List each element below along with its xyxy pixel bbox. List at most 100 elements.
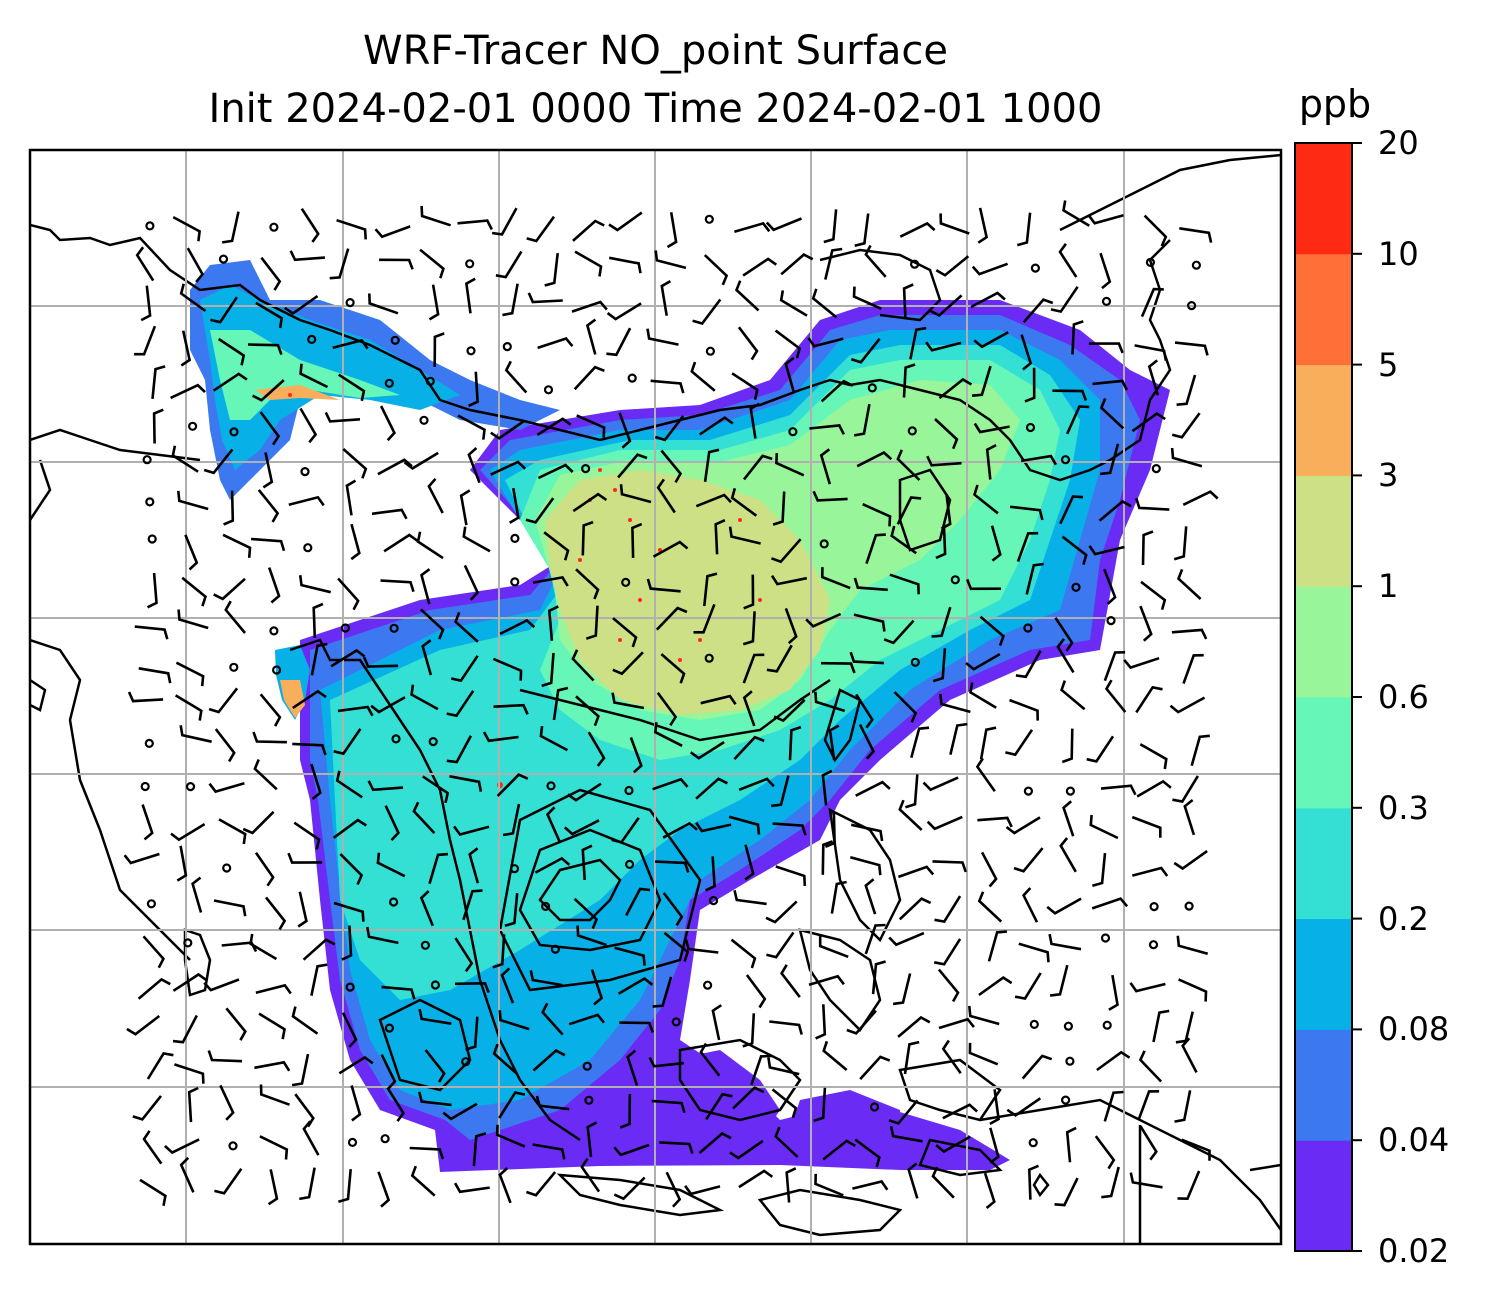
map-frame	[28, 148, 1283, 1246]
wind-barb	[134, 325, 157, 356]
wind-barb	[1092, 379, 1129, 391]
calm-wind-circle	[704, 214, 714, 224]
wind-barb	[502, 803, 521, 837]
wind-barb	[611, 692, 645, 710]
wind-barb	[1091, 897, 1129, 910]
calm-wind-circle	[546, 781, 556, 791]
wind-barb	[1054, 1177, 1079, 1207]
calm-wind-circle	[228, 1141, 238, 1151]
wind-barb	[934, 418, 959, 450]
wind-barb	[208, 781, 245, 794]
calm-wind-circle	[390, 335, 400, 345]
wind-barb	[175, 661, 205, 687]
wind-barb	[973, 422, 1010, 434]
wind-barb	[896, 496, 922, 525]
wind-barb	[1066, 405, 1090, 435]
wind-barb	[1176, 374, 1197, 406]
wind-barb	[552, 686, 569, 721]
wind-barb	[780, 964, 801, 998]
wind-barb	[850, 337, 881, 364]
wind-barb	[854, 1138, 881, 1168]
wind-barb	[1103, 1090, 1124, 1122]
wind-barb	[377, 1171, 391, 1208]
wind-barb	[614, 946, 646, 966]
wind-barb	[567, 782, 602, 802]
wind-barb	[618, 412, 632, 449]
wind-barb	[972, 484, 999, 515]
wind-barb	[187, 1086, 199, 1123]
wind-barb	[1087, 213, 1124, 225]
wind-barb	[573, 365, 605, 391]
wind-barb	[977, 816, 1013, 828]
wind-barb	[210, 296, 238, 324]
calm-wind-circle	[702, 980, 713, 990]
wind-barb	[646, 328, 679, 346]
wind-barb	[1139, 605, 1153, 642]
wind-barb	[770, 574, 808, 586]
wind-barb	[223, 490, 235, 526]
wind-barb	[500, 967, 515, 1004]
wind-barb	[695, 493, 732, 508]
wind-barb	[903, 1040, 920, 1075]
wind-barb	[504, 892, 519, 928]
wind-barb	[745, 974, 767, 1009]
calm-wind-circle	[1100, 933, 1111, 943]
wind-barb	[652, 777, 689, 791]
wind-barb	[935, 1135, 971, 1154]
wind-barb	[293, 821, 321, 850]
calm-wind-circle	[140, 781, 150, 792]
calm-wind-circle	[704, 653, 714, 663]
wind-barb	[990, 525, 1002, 562]
calm-wind-circle	[1148, 940, 1159, 950]
wind-barb	[711, 1004, 723, 1041]
wind-barb	[859, 1055, 891, 1080]
wind-barb	[780, 253, 814, 276]
wind-barb	[728, 526, 761, 545]
wind-barb	[1094, 1135, 1116, 1170]
wind-barb	[742, 690, 756, 727]
wind-barb	[1018, 942, 1050, 963]
calm-wind-circle	[183, 938, 193, 948]
wind-barb	[139, 1178, 167, 1206]
wind-barb	[526, 215, 556, 243]
map-title-line2: Init 2024-02-01 0000 Time 2024-02-01 100…	[208, 86, 1103, 132]
wind-barb	[849, 651, 884, 665]
calm-wind-circle	[229, 662, 239, 672]
wind-barb	[862, 503, 892, 527]
wind-barb	[890, 525, 917, 555]
wind-barb	[289, 250, 325, 262]
wind-barb	[251, 537, 286, 552]
calm-wind-circle	[1065, 786, 1076, 796]
wind-barb	[310, 642, 328, 676]
wind-barb	[1005, 729, 1034, 757]
wind-barb	[666, 212, 678, 249]
wind-barb	[704, 856, 716, 892]
wind-barb	[291, 1006, 319, 1035]
wind-barb	[897, 865, 935, 879]
wind-barb	[1137, 1090, 1160, 1121]
wind-barb	[613, 1143, 650, 1157]
wind-barb	[941, 1039, 962, 1075]
calm-wind-circle	[867, 383, 877, 393]
wind-barb	[376, 852, 406, 878]
wind-barb	[619, 484, 652, 504]
wind-barb	[146, 1051, 174, 1080]
wind-barb	[366, 926, 399, 945]
wind-barb	[442, 1102, 478, 1121]
wind-barb	[537, 463, 574, 480]
colorbar-tick-label: 20	[1378, 124, 1419, 162]
wind-barb	[898, 897, 932, 921]
wind-barb	[929, 294, 963, 317]
wind-barb	[123, 852, 160, 865]
wind-barb	[1021, 1054, 1053, 1080]
calm-wind-circle	[1151, 464, 1161, 474]
wind-barb	[498, 1091, 526, 1119]
wind-barb	[805, 612, 842, 628]
wind-barb	[703, 254, 729, 286]
wind-barb	[989, 1127, 1000, 1164]
wind-barb	[302, 938, 336, 961]
wind-barb	[1143, 214, 1168, 247]
wind-barb	[1016, 212, 1032, 247]
wind-barb	[580, 1157, 601, 1193]
calm-wind-circle	[389, 623, 399, 633]
